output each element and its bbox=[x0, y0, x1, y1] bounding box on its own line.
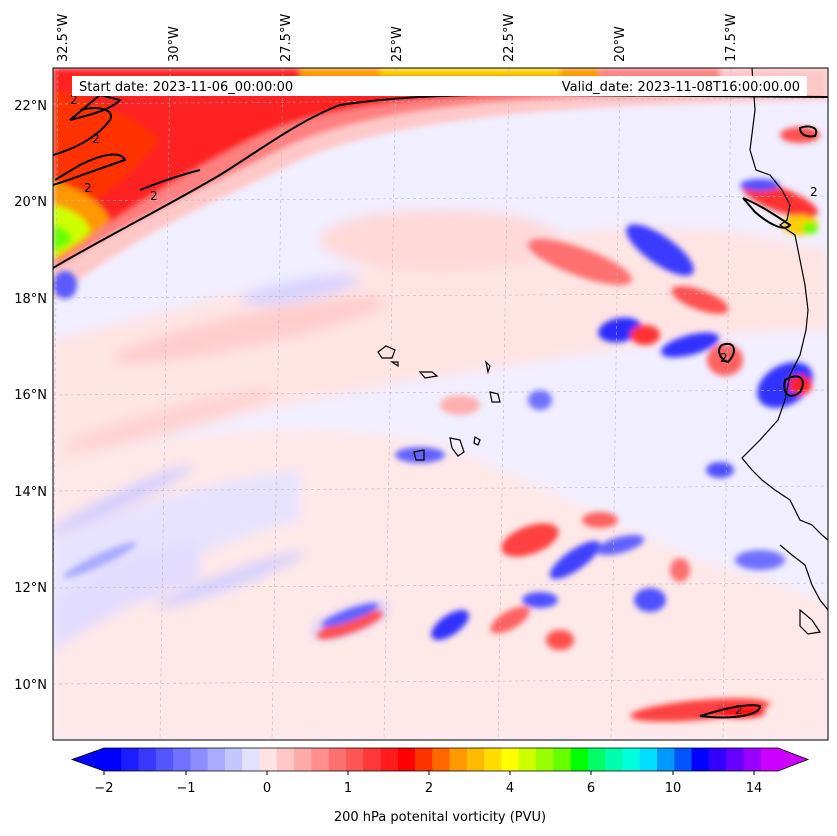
graticule bbox=[53, 68, 828, 740]
start-date-label: Start date: 2023-11-06_00:00:00 bbox=[79, 80, 293, 95]
colorbar-tick-label: −1 bbox=[176, 781, 195, 796]
colorbar-ticks: −2 −1 0 1 2 4 6 10 14 bbox=[94, 781, 762, 796]
colorbar-swatch bbox=[708, 748, 727, 771]
colorbar-swatch bbox=[242, 748, 261, 771]
colorbar-swatch bbox=[276, 748, 295, 771]
colorbar-swatch bbox=[691, 748, 710, 771]
lat-tick-label: 22°N bbox=[14, 99, 47, 114]
contour-label: 2 bbox=[150, 189, 158, 203]
colorbar-swatch bbox=[536, 748, 554, 771]
colorbar-tick-label: −2 bbox=[94, 781, 113, 796]
colorbar-swatch bbox=[415, 748, 433, 771]
colorbar-tick-label: 14 bbox=[746, 781, 763, 796]
contour-label: 2 bbox=[735, 703, 743, 717]
lon-tick-labels: 32.5°W 30°W 27.5°W 25°W 22.5°W 20°W 17.5… bbox=[56, 14, 739, 62]
colorbar-tick-label: 6 bbox=[587, 781, 595, 796]
colorbar-swatch bbox=[587, 748, 606, 771]
contour-label: 2 bbox=[70, 93, 78, 107]
lon-tick-label: 32.5°W bbox=[56, 14, 71, 62]
colorbar-swatch bbox=[345, 748, 364, 771]
colorbar-swatch bbox=[207, 748, 226, 771]
jet-band bbox=[53, 68, 828, 300]
colorbar-tick-label: 4 bbox=[506, 781, 514, 796]
colorbar-swatch bbox=[121, 748, 140, 771]
colorbar-swatch bbox=[138, 748, 157, 771]
pv-shading-field bbox=[53, 210, 828, 740]
lon-tick-label: 25°W bbox=[390, 26, 405, 62]
colorbar-swatch bbox=[224, 748, 243, 771]
cape-verde-santo-antao bbox=[377, 345, 396, 359]
colorbar-swatch bbox=[104, 748, 122, 771]
lon-tick-label: 30°W bbox=[167, 26, 182, 62]
colorbar-swatch bbox=[743, 748, 762, 771]
colorbar-swatch bbox=[639, 748, 658, 771]
colorbar-swatch bbox=[380, 748, 399, 771]
colorbar bbox=[70, 747, 810, 775]
colorbar-swatch bbox=[553, 748, 572, 771]
lat-tick-labels: 22°N 20°N 18°N 16°N 14°N 12°N 10°N bbox=[14, 99, 47, 693]
colorbar-swatch bbox=[605, 748, 623, 771]
colorbar-swatch bbox=[501, 748, 520, 771]
contour-label: 2 bbox=[84, 181, 92, 195]
colorbar-swatch bbox=[484, 748, 502, 771]
colorbar-swatch bbox=[570, 748, 589, 771]
colorbar-caption: 200 hPa potenital vorticity (PVU) bbox=[334, 810, 546, 825]
header-band bbox=[72, 76, 807, 96]
colorbar-swatch bbox=[259, 748, 278, 771]
colorbar-swatch bbox=[622, 748, 641, 771]
colorbar-swatch bbox=[760, 748, 779, 771]
colorbar-swatch bbox=[311, 748, 330, 771]
lon-tick-label: 20°W bbox=[613, 26, 628, 62]
colorbar-tick-label: 10 bbox=[665, 781, 682, 796]
colorbar-tick-label: 0 bbox=[263, 781, 271, 796]
colorbar-swatch bbox=[449, 748, 468, 771]
colorbar-extend-max bbox=[778, 748, 808, 771]
lat-tick-label: 12°N bbox=[14, 581, 47, 596]
coastlines bbox=[377, 68, 828, 635]
lon-tick-label: 22.5°W bbox=[502, 14, 517, 62]
valid-date-label: Valid_date: 2023-11-08T16:00:00.00 bbox=[562, 80, 800, 95]
colorbar-swatch bbox=[173, 748, 191, 771]
contour-label: 2 bbox=[810, 185, 818, 199]
colorbar-swatch bbox=[674, 748, 693, 771]
lat-tick-label: 18°N bbox=[14, 292, 47, 307]
colorbar-swatch bbox=[294, 748, 312, 771]
colorbar-swatch bbox=[397, 748, 416, 771]
colorbar-swatch bbox=[432, 748, 451, 771]
lat-tick-label: 14°N bbox=[14, 485, 47, 500]
lat-tick-label: 16°N bbox=[14, 388, 47, 403]
africa-coast bbox=[741, 68, 828, 541]
contour-labels: 2 2 2 2 2 2 2 bbox=[70, 93, 818, 717]
contour-label: 2 bbox=[92, 132, 100, 146]
pv-features bbox=[53, 127, 820, 722]
colorbar-swatch bbox=[726, 748, 744, 771]
colorbar-extend-min bbox=[72, 748, 104, 771]
map-panel: 2 2 2 2 2 2 2 Start date: 2023-11-06_00:… bbox=[53, 68, 828, 740]
colorbar-swatch bbox=[657, 748, 675, 771]
colorbar-swatch bbox=[328, 748, 347, 771]
map-frame bbox=[52, 67, 829, 741]
colorbar-swatch bbox=[363, 748, 382, 771]
colorbar-swatch bbox=[518, 748, 537, 771]
colorbar-swatch bbox=[190, 748, 209, 771]
lon-tick-label: 27.5°W bbox=[279, 14, 294, 62]
colorbar-swatch bbox=[466, 748, 485, 771]
contour-label: 2 bbox=[720, 351, 728, 365]
lat-tick-label: 20°N bbox=[14, 195, 47, 210]
colorbar-tick-label: 1 bbox=[344, 781, 352, 796]
lat-tick-label: 10°N bbox=[14, 678, 47, 693]
lon-tick-label: 17.5°W bbox=[724, 14, 739, 62]
colorbar-tick-label: 2 bbox=[425, 781, 433, 796]
colorbar-swatch bbox=[155, 748, 174, 771]
